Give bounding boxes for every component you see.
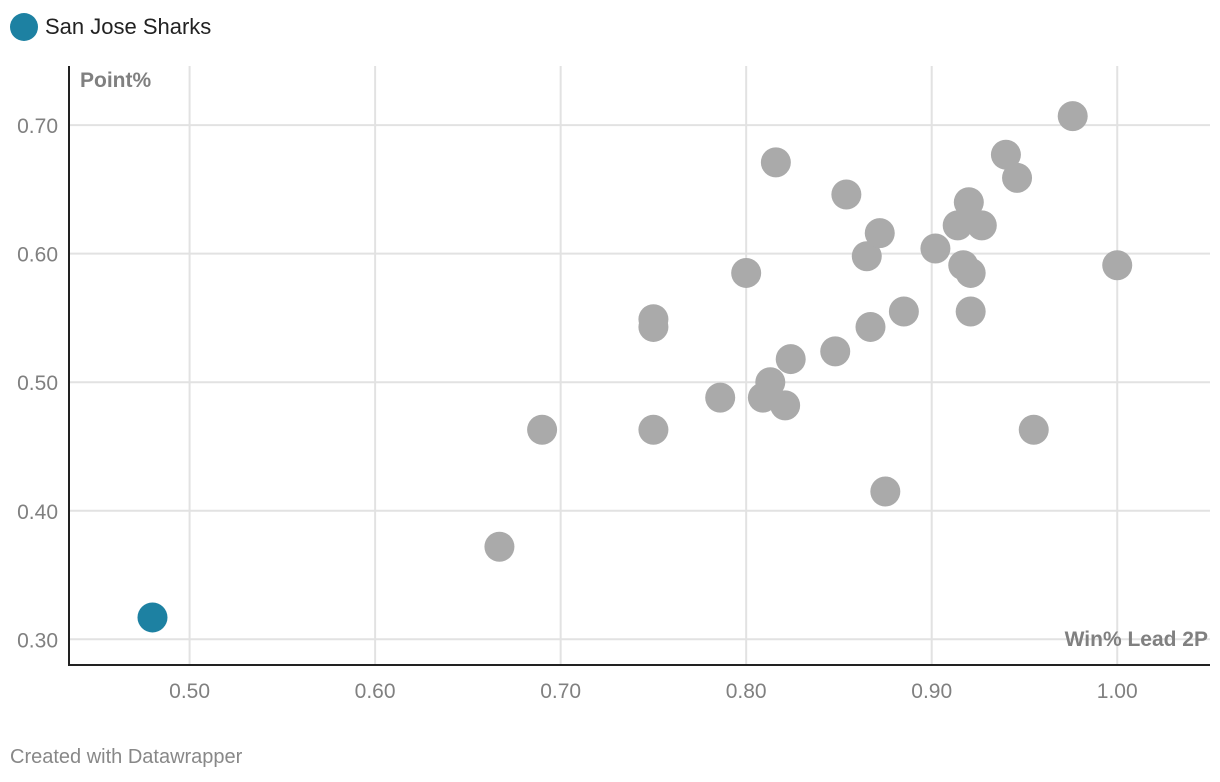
data-point <box>864 218 895 249</box>
data-point <box>1057 101 1088 132</box>
data-point <box>1102 250 1133 281</box>
data-point <box>955 296 986 327</box>
y-tick-label: 0.60 <box>17 244 58 267</box>
data-point <box>705 382 736 413</box>
y-axis-title: Point% <box>80 69 151 92</box>
data-point <box>775 344 806 375</box>
data-point <box>1018 414 1049 445</box>
y-tick-label: 0.70 <box>17 115 58 138</box>
data-point <box>484 531 515 562</box>
data-point <box>820 336 851 367</box>
axes <box>68 66 1210 666</box>
data-point <box>955 257 986 288</box>
data-point <box>870 476 901 507</box>
data-point <box>638 414 669 445</box>
data-point <box>755 367 786 398</box>
data-point <box>527 414 558 445</box>
data-point <box>953 187 984 218</box>
x-tick-label: 0.90 <box>911 680 952 703</box>
x-tick-label: 0.60 <box>355 680 396 703</box>
data-point <box>942 210 973 241</box>
footer-credit: Created with Datawrapper <box>10 746 243 768</box>
data-point <box>888 296 919 327</box>
data-point <box>1002 162 1033 193</box>
data-point <box>770 390 801 421</box>
y-tick-label: 0.40 <box>17 501 58 524</box>
data-point <box>731 257 762 288</box>
data-point <box>855 311 886 342</box>
data-points <box>137 101 1133 633</box>
data-point <box>920 233 951 264</box>
x-tick-label: 0.70 <box>540 680 581 703</box>
data-point <box>638 311 669 342</box>
legend-label: San Jose Sharks <box>45 14 212 39</box>
y-tick-label: 0.50 <box>17 372 58 395</box>
x-tick-label: 0.50 <box>169 680 210 703</box>
data-point <box>831 179 862 210</box>
x-axis-title: Win% Lead 2P <box>1065 628 1208 651</box>
data-point <box>990 139 1021 170</box>
highlight-point <box>137 602 168 633</box>
x-tick-label: 1.00 <box>1097 680 1138 703</box>
legend: San Jose Sharks <box>10 13 211 41</box>
legend-swatch <box>10 13 38 41</box>
tick-labels: 0.50 0.60 0.70 0.80 0.90 1.00 0.30 0.40 0.50 0.60… <box>17 115 1138 703</box>
y-tick-label: 0.30 <box>17 629 58 652</box>
x-tick-label: 0.80 <box>726 680 767 703</box>
gridlines <box>69 66 1210 665</box>
data-point <box>966 210 997 241</box>
data-point <box>760 147 791 178</box>
data-point <box>851 241 882 272</box>
